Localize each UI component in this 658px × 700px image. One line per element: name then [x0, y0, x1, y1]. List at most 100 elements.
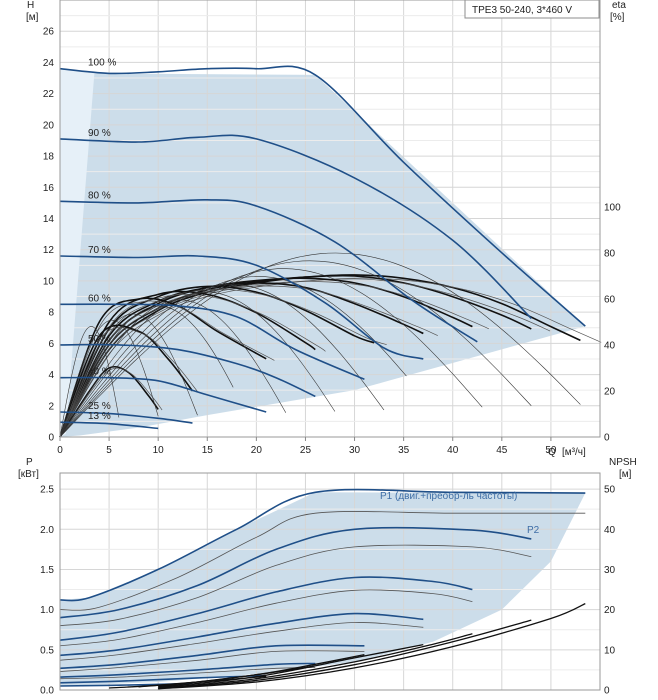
eta-tick-label: 100 — [604, 203, 621, 214]
eta-tick-label: 40 — [604, 341, 616, 352]
eta-axis-unit: [%] — [610, 12, 625, 23]
head-tick-label: 2 — [48, 401, 54, 412]
power-tick-label: 2.0 — [40, 525, 54, 536]
flow-tick-label: 25 — [300, 445, 312, 456]
chart-title: TPE3 50-240, 3*460 V — [472, 5, 572, 16]
flow-tick-label: 0 — [57, 445, 63, 456]
speed-label: 40 % — [88, 367, 111, 378]
p2-curve — [59, 589, 473, 647]
efficiency-curve-thin — [59, 288, 387, 438]
flow-axis-label: Q — [548, 447, 556, 458]
head-tick-label: 8 — [48, 308, 54, 319]
p1-curve — [59, 644, 365, 670]
flow-tick-label: 15 — [202, 445, 214, 456]
p2-curve — [59, 511, 586, 611]
flow-tick-label: 20 — [251, 445, 263, 456]
efficiency-curves — [59, 252, 602, 438]
power-axis-unit: [кВт] — [18, 469, 39, 480]
npsh-tick-label: 50 — [604, 485, 616, 496]
npsh-tick-label: 0 — [604, 686, 610, 697]
power-axes: 0.0 0.5 1.0 1.5 2.0 2.5 0 10 20 30 40 50 — [40, 472, 616, 697]
efficiency-curve — [59, 274, 532, 438]
head-tick-label: 4 — [48, 370, 54, 381]
p1-annotation: P1 (двиг.+преобр-ль частоты) — [380, 490, 517, 502]
speed-efficiency-arc — [59, 313, 198, 438]
head-tick-label: 0 — [48, 433, 54, 444]
head-operating-area — [60, 68, 586, 438]
head-curve — [59, 343, 316, 398]
head-curve — [59, 411, 193, 424]
head-tick-label: 18 — [43, 152, 55, 163]
head-axis-label: H — [27, 0, 34, 11]
eta-axis-label: eta — [612, 0, 626, 11]
p2-curve — [59, 650, 365, 672]
flow-tick-label: 10 — [153, 445, 165, 456]
efficiency-curve-thin — [59, 300, 275, 438]
npsh-tick-label: 40 — [604, 525, 616, 536]
title-frame — [464, 0, 600, 19]
npsh-curve — [158, 619, 532, 690]
head-tick-label: 22 — [43, 89, 55, 100]
head-curve — [59, 303, 365, 381]
speed-label: 100 % — [88, 58, 116, 69]
npsh-curve — [158, 633, 473, 689]
speed-label: 25 % — [88, 401, 111, 412]
p2-curve — [59, 544, 532, 627]
speed-efficiency-arc — [59, 291, 336, 438]
p1-curve — [59, 576, 473, 641]
flow-tick-label: 5 — [106, 445, 112, 456]
head-tick-label: 16 — [43, 183, 55, 194]
eta-tick-label: 0 — [604, 433, 610, 444]
npsh-tick-label: 20 — [604, 605, 616, 616]
npsh-axis-unit: [м] — [619, 469, 632, 480]
p2-curve — [59, 667, 316, 680]
speed-label: 70 % — [88, 245, 111, 256]
npsh-curve — [109, 675, 267, 689]
speed-label: 60 % — [88, 293, 111, 304]
p1-curve — [59, 488, 586, 602]
head-plot-frame — [59, 0, 601, 438]
speed-label: 13 % — [88, 411, 111, 422]
head-curve — [59, 198, 478, 343]
eta-tick-label: 20 — [604, 387, 616, 398]
speed-efficiency-arc — [59, 326, 120, 438]
head-efficiency-chart: 100 % 90 % 80 % 70 % 60 % 50 % 40 % 25 %13 % 0 5… — [26, 0, 626, 458]
efficiency-curve — [59, 365, 159, 438]
efficiency-curve-thin — [59, 327, 199, 438]
power-tick-label: 2.5 — [40, 485, 54, 496]
head-tick-label: 14 — [43, 214, 55, 225]
head-curve — [59, 376, 267, 413]
flow-tick-label: 40 — [447, 445, 459, 456]
eta-tick-label: 80 — [604, 249, 616, 260]
speed-label: 90 % — [88, 128, 111, 139]
npsh-axis-label: NPSH — [609, 457, 637, 468]
speed-efficiency-arc — [59, 252, 581, 438]
efficiency-curve-thin — [59, 281, 490, 438]
power-tick-label: 0.0 — [40, 686, 54, 697]
power-plot-frame — [59, 472, 601, 691]
speed-efficiency-arc — [59, 283, 385, 438]
head-tick-label: 24 — [43, 58, 55, 69]
npsh-curve — [158, 603, 586, 690]
head-curve — [59, 65, 586, 327]
efficiency-curve — [59, 282, 424, 438]
p2-curves — [59, 511, 586, 680]
head-curves: 100 % 90 % 80 % 70 % 60 % 50 % 40 % 25 %13 % — [59, 58, 586, 430]
flow-tick-label: 50 — [545, 445, 557, 456]
head-tick-label: 26 — [43, 27, 55, 38]
speed-label: 50 % — [88, 334, 111, 345]
efficiency-curve-thin — [59, 367, 163, 438]
p1-curve — [59, 662, 316, 678]
p1-curve — [59, 526, 532, 619]
power-tick-label: 0.5 — [40, 645, 54, 656]
p1-curve — [59, 612, 424, 657]
speed-efficiency-arc — [59, 276, 407, 438]
speed-efficiency-arc — [59, 268, 483, 438]
npsh-tick-label: 10 — [604, 645, 616, 656]
speed-label: 80 % — [88, 190, 111, 201]
flow-axis-unit: [м³/ч] — [562, 447, 586, 458]
head-axis-unit: [м] — [26, 12, 39, 23]
p2-curve — [59, 622, 424, 661]
power-axis-label: P — [26, 457, 33, 468]
